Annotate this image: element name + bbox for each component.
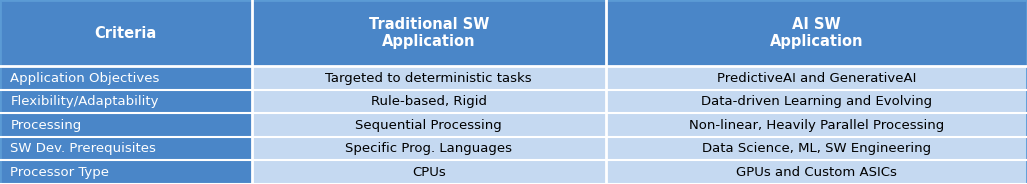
Text: PredictiveAI and GenerativeAI: PredictiveAI and GenerativeAI bbox=[717, 72, 916, 84]
Text: Processor Type: Processor Type bbox=[10, 166, 109, 179]
Bar bbox=[606, 0, 1027, 66]
Text: Flexibility/Adaptability: Flexibility/Adaptability bbox=[10, 95, 159, 108]
Bar bbox=[606, 160, 1027, 184]
Bar bbox=[606, 113, 1027, 137]
Text: Application Objectives: Application Objectives bbox=[10, 72, 159, 84]
Text: Data Science, ML, SW Engineering: Data Science, ML, SW Engineering bbox=[701, 142, 931, 155]
Text: Non-linear, Heavily Parallel Processing: Non-linear, Heavily Parallel Processing bbox=[689, 119, 944, 132]
Bar bbox=[606, 66, 1027, 90]
Bar bbox=[0, 113, 252, 137]
Text: Data-driven Learning and Evolving: Data-driven Learning and Evolving bbox=[700, 95, 933, 108]
Bar bbox=[606, 90, 1027, 113]
Text: CPUs: CPUs bbox=[412, 166, 446, 179]
Bar bbox=[252, 90, 606, 113]
Text: SW Dev. Prerequisites: SW Dev. Prerequisites bbox=[10, 142, 156, 155]
Bar bbox=[252, 66, 606, 90]
Text: Traditional SW
Application: Traditional SW Application bbox=[369, 17, 489, 49]
Text: Sequential Processing: Sequential Processing bbox=[355, 119, 502, 132]
Text: Processing: Processing bbox=[10, 119, 81, 132]
Bar bbox=[252, 113, 606, 137]
Text: Rule-based, Rigid: Rule-based, Rigid bbox=[371, 95, 487, 108]
Bar bbox=[252, 0, 606, 66]
Text: Criteria: Criteria bbox=[94, 26, 157, 41]
Bar bbox=[0, 0, 252, 66]
Bar bbox=[252, 160, 606, 184]
Text: AI SW
Application: AI SW Application bbox=[769, 17, 864, 49]
Text: Targeted to deterministic tasks: Targeted to deterministic tasks bbox=[326, 72, 532, 84]
Bar bbox=[0, 137, 252, 160]
Text: GPUs and Custom ASICs: GPUs and Custom ASICs bbox=[736, 166, 897, 179]
Bar bbox=[606, 137, 1027, 160]
Text: Specific Prog. Languages: Specific Prog. Languages bbox=[345, 142, 512, 155]
Bar bbox=[0, 90, 252, 113]
Bar bbox=[0, 66, 252, 90]
Bar bbox=[252, 137, 606, 160]
Bar bbox=[0, 160, 252, 184]
